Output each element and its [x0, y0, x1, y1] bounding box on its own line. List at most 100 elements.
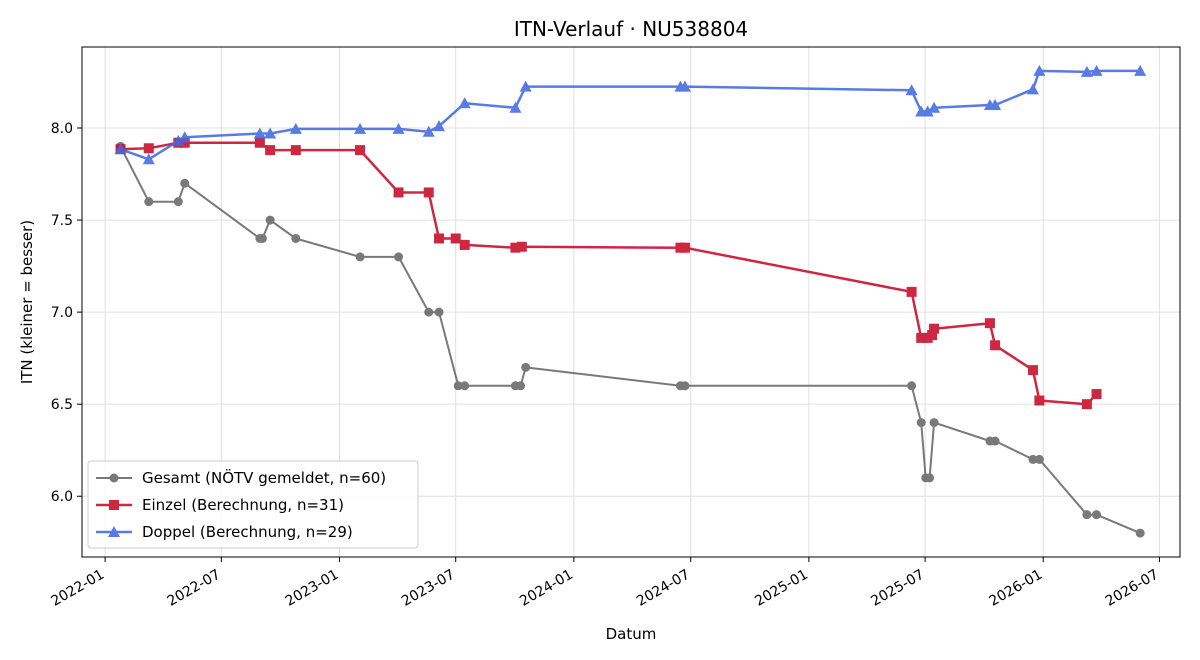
data-point: [460, 381, 470, 391]
data-point: [906, 286, 917, 297]
data-point: [516, 381, 526, 391]
data-point: [355, 252, 365, 262]
data-point: [144, 197, 154, 207]
legend: Gesamt (NÖTV gemeldet, n=60) Einzel (Bere…: [87, 460, 419, 549]
legend-label: Doppel (Berechnung, n=29): [142, 523, 353, 541]
legend-box: [87, 460, 419, 549]
legend-item: [96, 526, 132, 537]
data-point: [394, 252, 404, 262]
data-point: [1034, 395, 1045, 406]
y-tick-label: 6.5: [51, 397, 73, 413]
data-point: [1092, 510, 1102, 520]
data-point: [1034, 454, 1044, 464]
data-point: [1028, 454, 1038, 464]
legend-marker: [108, 526, 120, 537]
data-point: [510, 242, 521, 253]
data-point: [990, 340, 1001, 351]
data-point: [680, 381, 690, 391]
data-point: [1081, 399, 1092, 410]
data-point: [1091, 389, 1102, 400]
data-point: [257, 233, 267, 243]
data-point: [679, 242, 690, 253]
data-point: [424, 307, 434, 317]
data-point: [114, 143, 127, 155]
chart-title: ITN-Verlauf · NU538804: [514, 17, 748, 41]
data-point: [921, 105, 934, 117]
y-tick-label: 6.0: [51, 489, 73, 505]
data-point: [925, 473, 935, 483]
data-point: [289, 122, 302, 134]
legend-label: Gesamt (NÖTV gemeldet, n=60): [142, 468, 386, 487]
data-point: [989, 98, 1002, 110]
data-point: [521, 362, 531, 372]
data-point: [929, 323, 940, 334]
data-point: [928, 101, 941, 113]
data-point: [434, 307, 444, 317]
data-point: [1082, 510, 1092, 520]
data-point: [265, 145, 276, 156]
legend-item: [96, 473, 132, 483]
data-point: [916, 332, 927, 343]
legend-marker: [109, 473, 119, 483]
plot-frame: [81, 46, 1181, 558]
data-point: [1090, 64, 1103, 76]
data-point: [459, 239, 470, 250]
data-point: [179, 137, 190, 148]
data-point: [264, 127, 277, 139]
data-point: [392, 122, 405, 134]
data-point: [1135, 528, 1145, 538]
data-point: [180, 178, 190, 188]
data-point: [516, 241, 527, 252]
y-axis-title: ITN (kleiner = besser): [18, 220, 36, 384]
data-point: [265, 215, 275, 225]
data-point: [423, 187, 434, 198]
series-layer: [114, 64, 1147, 538]
y-axis: 6.0 6.5 7.0 7.5 8.0: [51, 121, 82, 505]
data-point: [984, 318, 995, 329]
data-point: [458, 97, 471, 109]
legend-marker: [109, 500, 119, 510]
data-point: [519, 80, 532, 92]
x-axis-title: Datum: [606, 625, 657, 643]
data-point: [143, 143, 154, 154]
data-point: [434, 233, 445, 244]
data-point: [433, 120, 446, 132]
data-point: [422, 125, 435, 137]
data-point: [290, 145, 301, 156]
data-point: [678, 80, 691, 92]
data-point: [927, 330, 938, 341]
data-point: [453, 381, 463, 391]
y-tick-label: 8.0: [51, 121, 73, 137]
y-tick-label: 7.0: [51, 305, 73, 321]
data-point: [355, 145, 366, 156]
data-point: [990, 436, 1000, 446]
data-point: [509, 101, 522, 113]
data-point: [1134, 64, 1147, 76]
data-point: [929, 418, 939, 428]
data-point: [142, 153, 155, 165]
series-circle: [116, 141, 1145, 538]
data-point: [254, 137, 265, 148]
data-point: [450, 233, 461, 244]
data-point: [393, 187, 404, 198]
data-point: [172, 134, 185, 146]
legend-label: Einzel (Berechnung, n=31): [142, 496, 344, 514]
data-point: [905, 84, 918, 96]
data-point: [354, 122, 367, 134]
series-triangle: [114, 64, 1147, 165]
y-tick-label: 7.5: [51, 213, 73, 229]
data-point: [1026, 83, 1039, 95]
data-point: [907, 381, 917, 391]
data-point: [173, 197, 183, 207]
data-point: [291, 233, 301, 243]
data-point: [1033, 64, 1046, 76]
data-point: [253, 127, 266, 139]
data-point: [1080, 65, 1093, 77]
data-point: [916, 418, 926, 428]
legend-item: [96, 500, 132, 510]
series-square: [115, 137, 1102, 410]
data-point: [1027, 365, 1038, 376]
data-point: [178, 131, 191, 143]
